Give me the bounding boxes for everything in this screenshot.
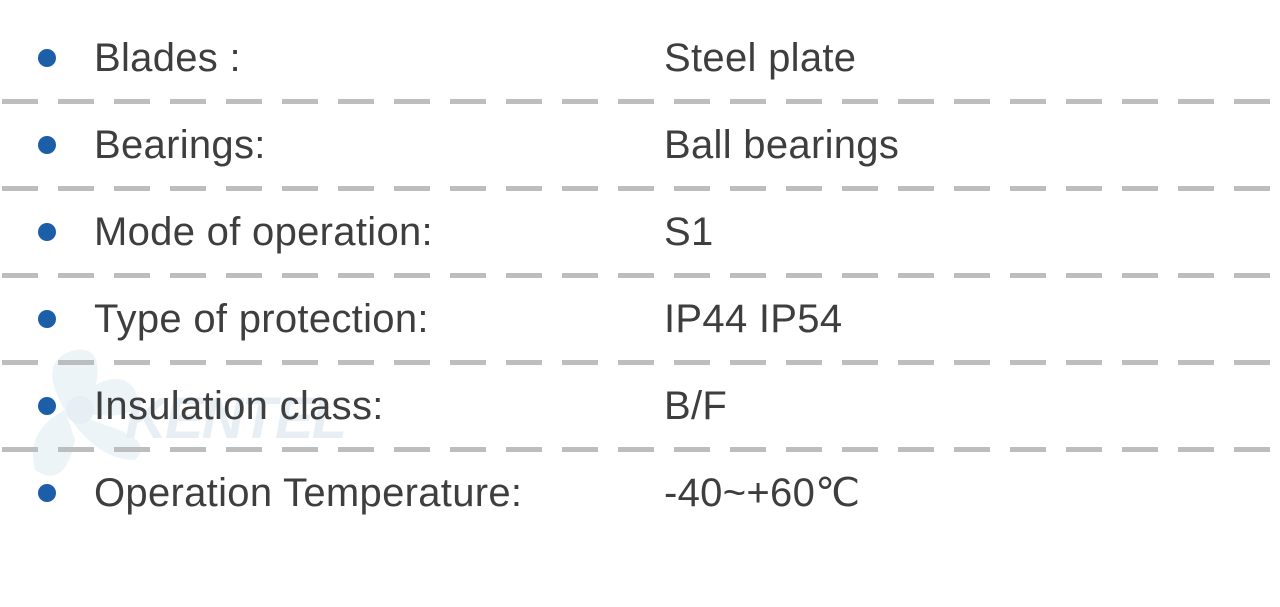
row-divider [0, 272, 1280, 279]
spec-label: Type of protection: [94, 297, 664, 342]
spec-value: B/F [664, 384, 727, 429]
row-divider [0, 98, 1280, 105]
bullet-icon [38, 223, 56, 241]
spec-row: Mode of operation: S1 [0, 192, 1280, 272]
spec-label: Mode of operation: [94, 210, 664, 255]
spec-row: Insulation class: B/F [0, 366, 1280, 446]
bullet-icon [38, 397, 56, 415]
row-divider [0, 446, 1280, 453]
spec-row: Bearings: Ball bearings [0, 105, 1280, 185]
row-divider [0, 359, 1280, 366]
bullet-icon [38, 484, 56, 502]
spec-label: Blades : [94, 36, 664, 81]
spec-row: Blades : Steel plate [0, 18, 1280, 98]
spec-row: Operation Temperature: -40~+60℃ [0, 453, 1280, 533]
spec-label: Insulation class: [94, 384, 664, 429]
spec-label: Bearings: [94, 123, 664, 168]
spec-value: IP44 IP54 [664, 297, 842, 342]
bullet-icon [38, 310, 56, 328]
row-divider [0, 185, 1280, 192]
spec-value: Ball bearings [664, 123, 899, 168]
spec-table: Blades : Steel plate Bearings: Ball bear… [0, 0, 1280, 533]
bullet-icon [38, 136, 56, 154]
spec-value: -40~+60℃ [664, 470, 860, 516]
bullet-icon [38, 49, 56, 67]
spec-value: S1 [664, 210, 714, 255]
spec-label: Operation Temperature: [94, 471, 664, 516]
spec-value: Steel plate [664, 36, 856, 81]
spec-row: Type of protection: IP44 IP54 [0, 279, 1280, 359]
